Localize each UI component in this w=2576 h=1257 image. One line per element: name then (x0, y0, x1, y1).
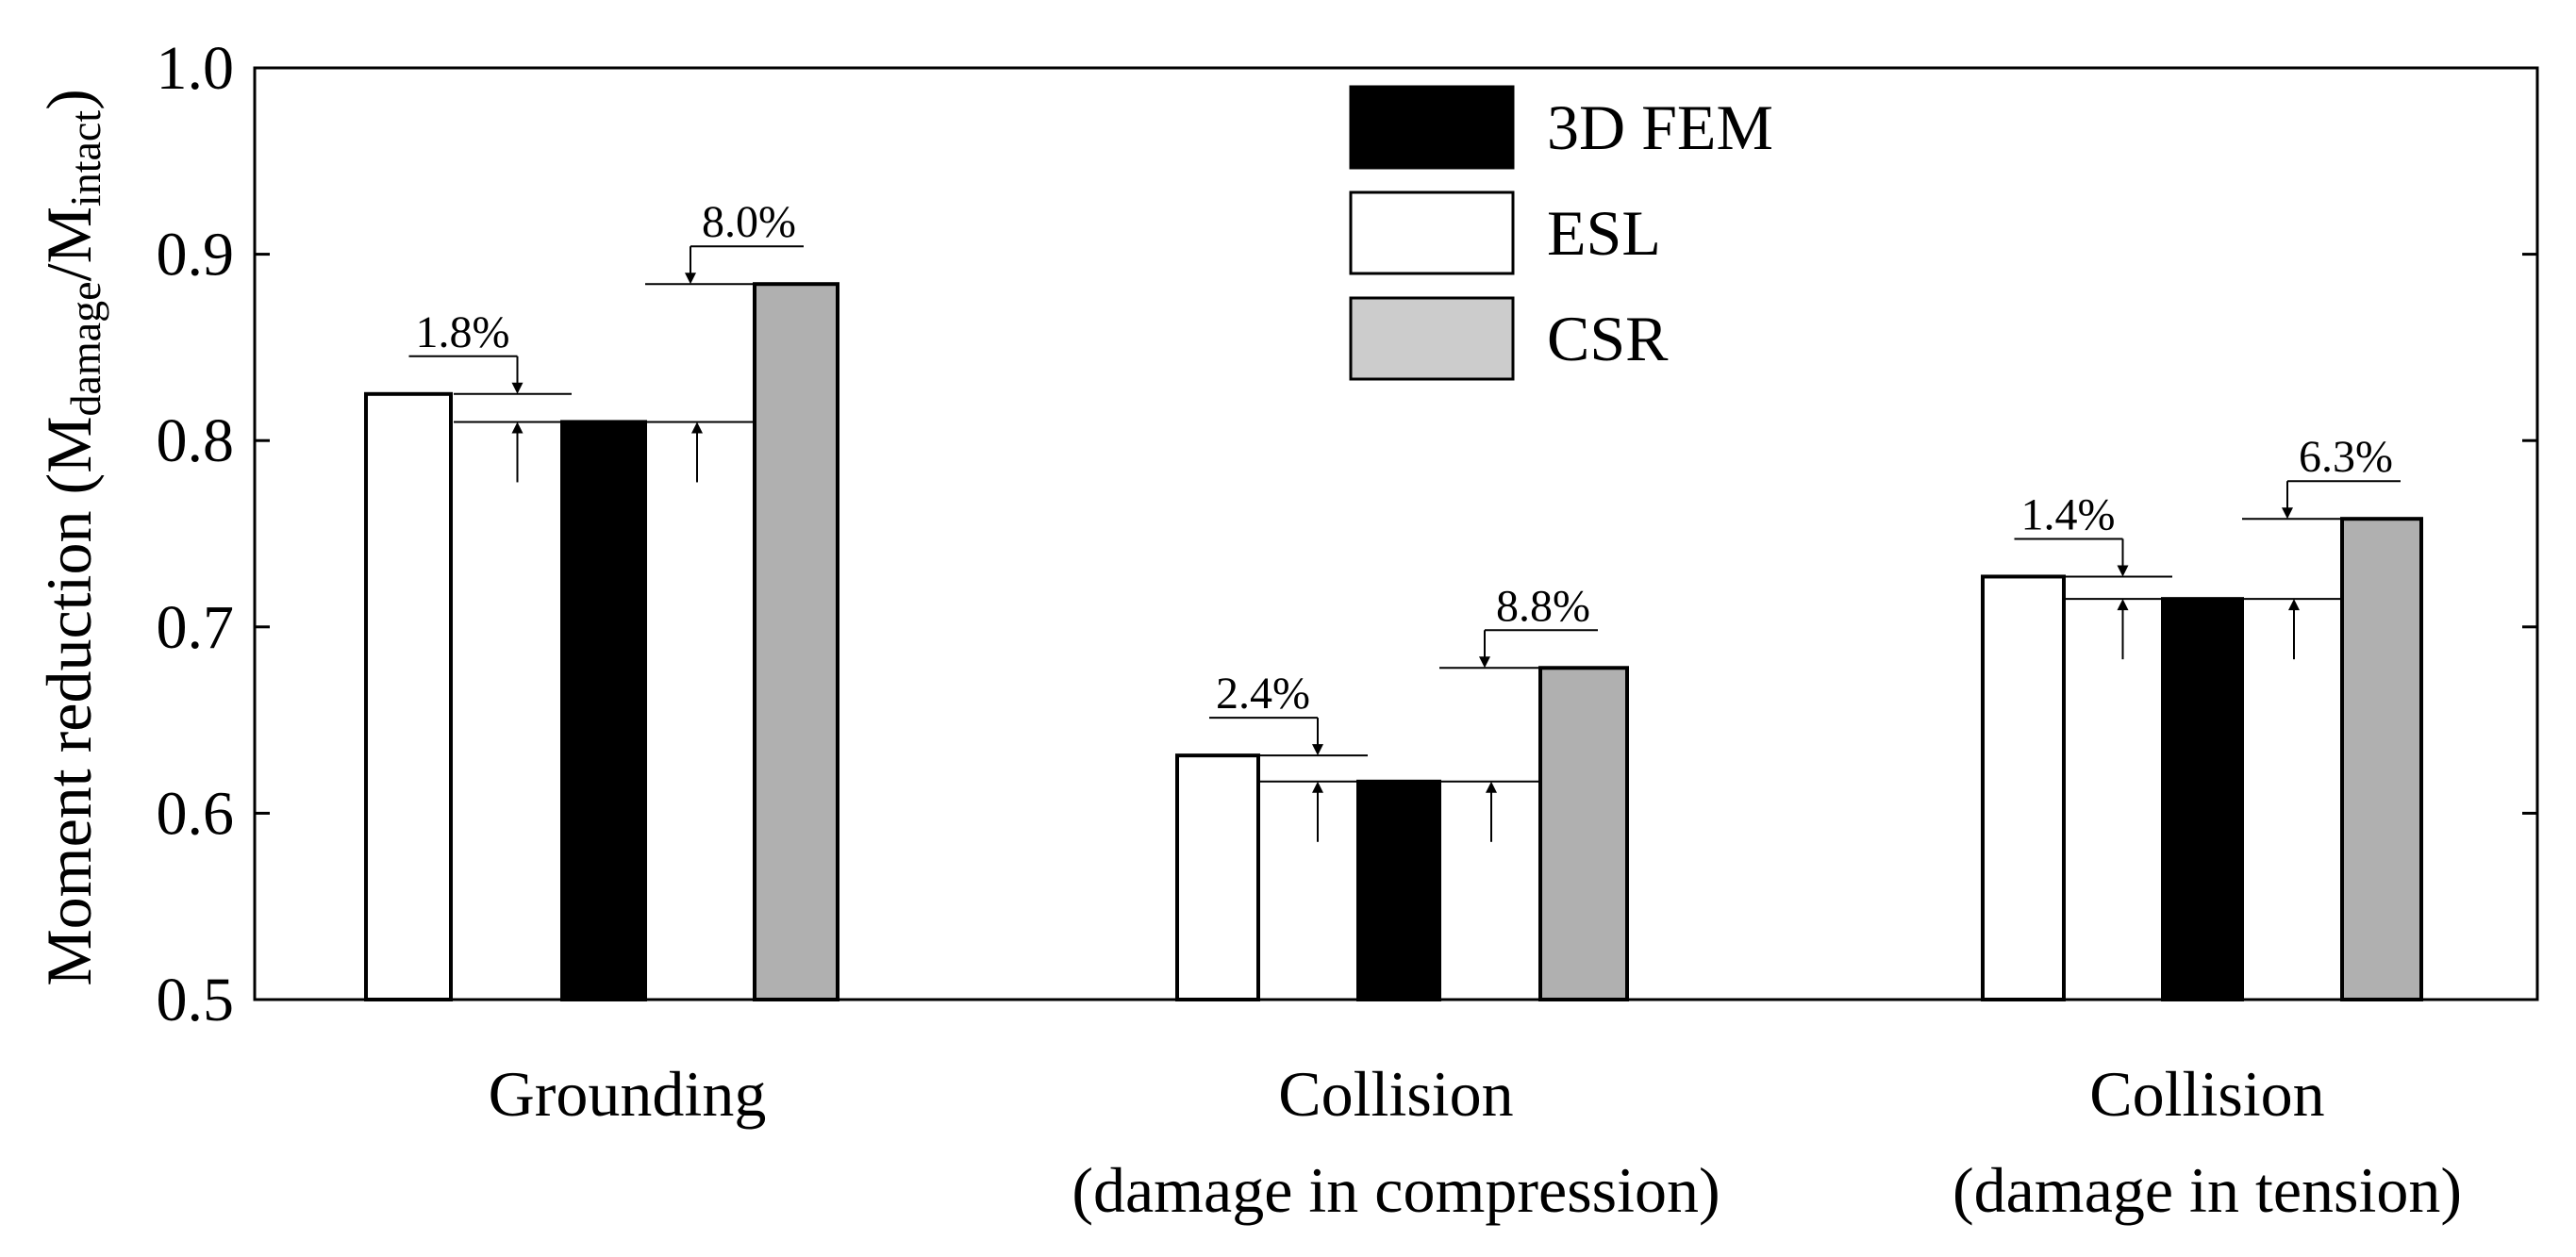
legend-3d-fem-swatch (1349, 85, 1515, 170)
arrow-up-icon (1486, 781, 1497, 793)
legend: 3D FEM ESL CSR (1349, 85, 1773, 381)
esl-bar-3 (1981, 574, 2066, 1001)
legend-esl-swatch (1349, 190, 1515, 275)
category-label-line1: Grounding (489, 1058, 767, 1130)
bars (364, 282, 2423, 1002)
arrow-up-icon (511, 422, 524, 434)
y-tick-label: 0.8 (157, 406, 235, 475)
y-axis-label-slash: /M (33, 207, 105, 281)
legend-esl-label: ESL (1547, 197, 1661, 269)
arrow-down-icon (2282, 507, 2293, 520)
esl-diff-label: 1.4% (2021, 489, 2116, 539)
category-labels: Grounding Collision (damage in compression… (489, 1058, 2462, 1226)
legend-3d-fem-label: 3D FEM (1547, 91, 1773, 163)
esl-diff-label: 2.4% (1216, 669, 1310, 719)
y-tick-label: 1.0 (157, 34, 235, 103)
y-tick-label: 0.6 (157, 779, 235, 848)
csr-bar-3 (2340, 517, 2423, 1002)
difference-annotations: 1.8% 8.0% 2.4% 8.8% 1.4% 6.3% (408, 197, 2401, 842)
esl-bar-2 (1175, 753, 1260, 1001)
plot-frame (253, 66, 2539, 1001)
arrow-down-icon (1479, 656, 1490, 669)
category-label-line2: (damage in compression) (1072, 1154, 1720, 1226)
arrow-up-icon (2288, 599, 2300, 611)
csr-diff-label: 6.3% (2299, 432, 2393, 482)
arrow-down-icon (2117, 565, 2129, 577)
esl-diff-label: 1.8% (416, 307, 510, 357)
y-axis-ticks: 0.5 0.6 0.7 0.8 0.9 1.0 (157, 34, 2537, 1034)
y-tick-label: 0.5 (157, 966, 235, 1034)
y-axis-label-close: ) (33, 89, 105, 110)
y-axis-label-sub-damage: damage (61, 281, 109, 416)
esl-bar-1 (364, 391, 453, 1001)
category-label-line2: (damage in tension) (1953, 1154, 2462, 1226)
arrow-down-icon (511, 382, 524, 394)
y-axis-label-main: Moment reduction (M (33, 416, 105, 985)
arrow-down-icon (1312, 744, 1323, 756)
csr-diff-label: 8.0% (702, 197, 796, 247)
category-label-line1: Collision (1278, 1058, 1513, 1130)
arrow-up-icon (691, 422, 703, 434)
arrow-down-icon (685, 273, 696, 285)
y-tick-label: 0.9 (157, 221, 235, 289)
csr-bar-2 (1538, 666, 1629, 1001)
csr-bar-1 (753, 282, 839, 1001)
arrow-up-icon (2117, 599, 2129, 611)
legend-csr-swatch (1349, 296, 1515, 381)
y-tick-label: 0.7 (157, 593, 235, 662)
y-axis-label-sub-intact: intact (61, 110, 109, 207)
csr-diff-label: 8.8% (1496, 581, 1590, 631)
y-axis-label: Moment reduction (Mdamage/Mintact) (33, 89, 109, 986)
category-label-line1: Collision (2089, 1058, 2324, 1130)
fem-bar-3 (2161, 597, 2244, 1001)
legend-csr-label: CSR (1547, 303, 1669, 374)
fem-bar-2 (1356, 779, 1441, 1001)
arrow-up-icon (1312, 781, 1323, 793)
fem-bar-1 (560, 420, 647, 1001)
